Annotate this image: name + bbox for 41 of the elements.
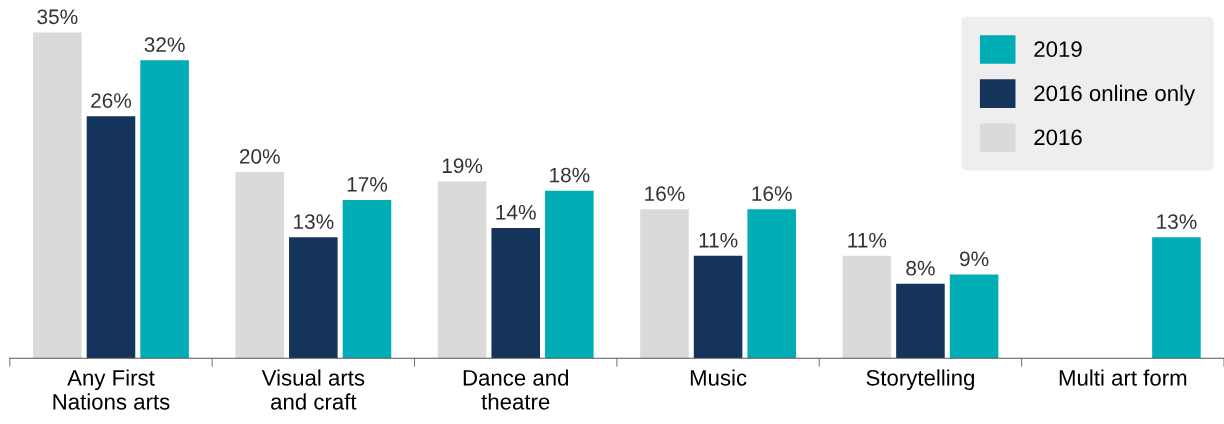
bar: [86, 116, 136, 359]
legend-label: 2016 online only: [1034, 84, 1196, 106]
data-label: 8%: [906, 260, 935, 276]
data-label: 35%: [37, 9, 78, 25]
legend-label: 2016: [1034, 129, 1082, 146]
bar: [1152, 237, 1201, 359]
bar: [437, 181, 487, 359]
x-tick-label: Storytelling: [866, 369, 974, 391]
data-label: 13%: [294, 214, 334, 229]
bar: [33, 32, 82, 359]
data-label: 17%: [347, 177, 388, 192]
bar: [896, 283, 945, 359]
x-tick-label: Any First Nations arts: [53, 369, 170, 410]
x-tick-label: Music: [690, 369, 747, 386]
bar: [140, 60, 189, 359]
data-label: 16%: [752, 186, 792, 202]
bar: [747, 209, 796, 359]
data-label: 32%: [144, 37, 185, 53]
x-tick-label: Visual arts and craft: [261, 369, 365, 410]
data-label: 14%: [496, 204, 536, 220]
bar: [235, 172, 284, 359]
data-label: 20%: [239, 149, 280, 164]
data-label: 9%: [960, 251, 989, 267]
bar: [342, 200, 392, 359]
data-label: 26%: [91, 93, 132, 108]
bar: [289, 237, 338, 359]
data-label: 11%: [699, 232, 738, 248]
data-label: 19%: [442, 158, 483, 174]
data-label: 11%: [848, 232, 887, 248]
bar: [842, 255, 892, 359]
data-label: 16%: [645, 186, 685, 202]
legend-label: 2019: [1034, 41, 1082, 58]
x-tick-label: Multi art form: [1059, 369, 1187, 386]
bar: [545, 190, 594, 359]
bar: [949, 274, 999, 359]
x-tick-label: Dance and theatre: [463, 369, 569, 410]
bar: [640, 209, 689, 359]
data-label: 13%: [1157, 214, 1197, 229]
bar: [491, 227, 540, 359]
data-label: 18%: [550, 167, 590, 183]
bar: [693, 255, 743, 359]
